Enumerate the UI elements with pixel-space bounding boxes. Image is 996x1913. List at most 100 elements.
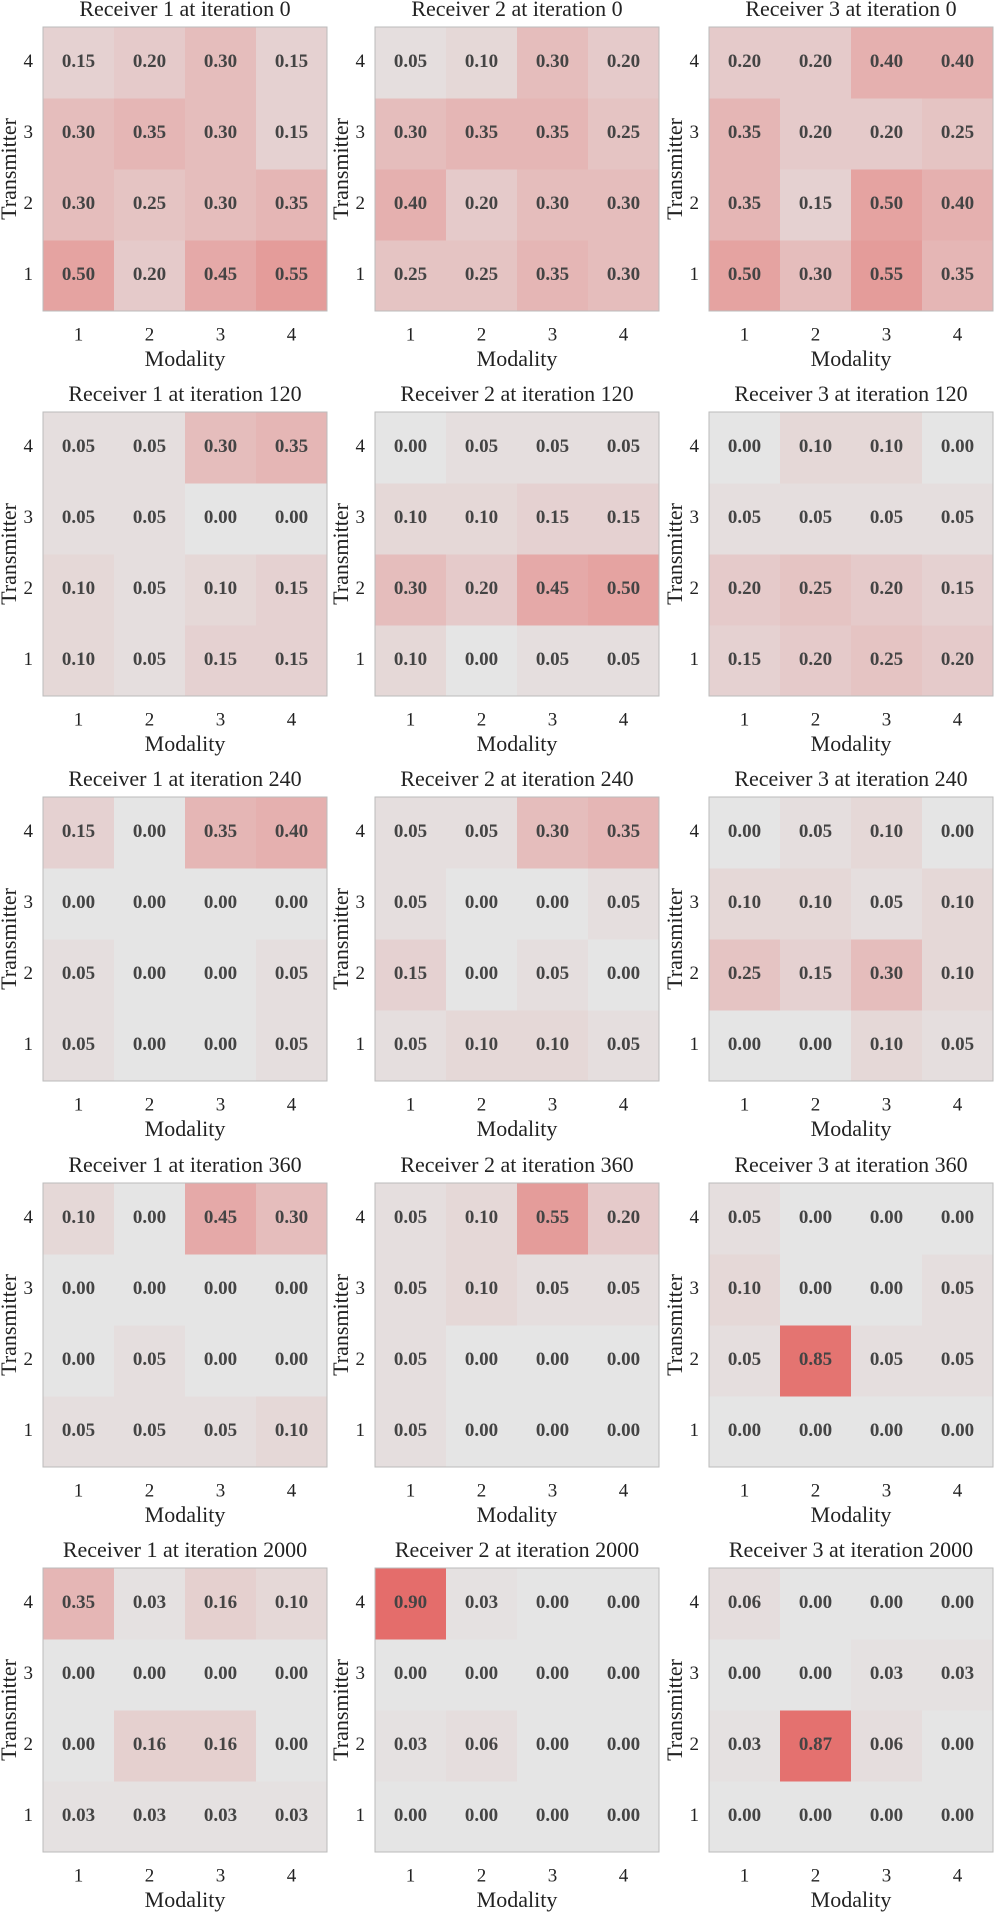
heat-cell: [780, 1781, 852, 1853]
cell-label: 0.16: [204, 1734, 237, 1755]
cell-label: 0.03: [941, 1663, 974, 1684]
heat-cell: [517, 1010, 589, 1082]
cell-label: 0.00: [275, 1734, 308, 1755]
cell-label: 0.05: [728, 1207, 761, 1228]
heat-cell: [185, 625, 257, 697]
x-tick-label: 4: [287, 1865, 297, 1886]
cell-label: 0.00: [799, 1592, 832, 1613]
cell-label: 0.00: [607, 963, 640, 984]
cell-label: 0.00: [62, 892, 95, 913]
x-tick-label: 3: [882, 1865, 892, 1886]
cell-label: 0.00: [62, 1349, 95, 1370]
x-tick-label: 3: [216, 709, 226, 730]
heat-cell: [256, 1639, 328, 1711]
heat-cell: [114, 1639, 186, 1711]
heat-cell: [709, 27, 781, 99]
x-axis-label: Modality: [145, 1502, 226, 1527]
x-tick-label: 1: [74, 1094, 84, 1115]
cell-label: 0.00: [728, 821, 761, 842]
y-axis-label: Transmitter: [0, 1658, 21, 1761]
heat-cell: [375, 27, 447, 99]
cell-label: 0.10: [275, 1592, 308, 1613]
heat-cell: [375, 1568, 447, 1640]
heat-cell: [446, 1639, 518, 1711]
heat-cell: [256, 1325, 328, 1397]
heat-cell: [185, 1183, 257, 1255]
heat-cell: [43, 1183, 115, 1255]
x-tick-label: 3: [548, 324, 558, 345]
heat-cell: [517, 1639, 589, 1711]
y-tick-label: 4: [24, 1207, 34, 1228]
heat-cell: [114, 625, 186, 697]
y-tick-label: 4: [24, 51, 34, 72]
cell-label: 0.50: [870, 193, 903, 214]
cell-label: 0.05: [941, 507, 974, 528]
x-axis-label: Modality: [811, 1116, 892, 1141]
cell-label: 0.15: [799, 193, 832, 214]
y-tick-label: 2: [356, 1734, 366, 1755]
y-axis-label: Transmitter: [662, 502, 687, 605]
x-tick-label: 4: [287, 324, 297, 345]
heat-cell: [851, 27, 923, 99]
heat-cell: [114, 797, 186, 869]
heat-cell: [588, 554, 660, 626]
y-tick-label: 4: [690, 436, 700, 457]
y-tick-label: 1: [356, 1420, 366, 1441]
cell-label: 0.00: [133, 892, 166, 913]
heat-cell: [375, 1781, 447, 1853]
heat-cell: [256, 169, 328, 241]
heat-cell: [256, 939, 328, 1011]
cell-label: 0.00: [728, 1805, 761, 1826]
cell-label: 0.00: [465, 1805, 498, 1826]
cell-label: 0.00: [275, 892, 308, 913]
cell-label: 0.06: [870, 1734, 903, 1755]
cell-label: 0.00: [536, 892, 569, 913]
heat-cell: [709, 797, 781, 869]
heat-cell: [517, 1710, 589, 1782]
heat-cell: [43, 554, 115, 626]
y-axis-label: Transmitter: [328, 502, 353, 605]
x-tick-label: 2: [145, 324, 155, 345]
cell-label: 0.05: [607, 892, 640, 913]
cell-label: 0.15: [536, 507, 569, 528]
x-tick-label: 1: [740, 709, 750, 730]
cell-label: 0.45: [204, 264, 237, 285]
plot-frame: [42, 1182, 328, 1468]
heat-cell: [922, 625, 994, 697]
cell-label: 0.20: [607, 1207, 640, 1228]
heat-cell: [709, 1710, 781, 1782]
cell-label: 0.20: [799, 51, 832, 72]
cell-label: 0.05: [133, 436, 166, 457]
cell-label: 0.30: [204, 193, 237, 214]
heat-cell: [446, 868, 518, 940]
y-tick-label: 3: [24, 1663, 34, 1684]
cell-label: 0.15: [607, 507, 640, 528]
panel-title: Receiver 1 at iteration 240: [68, 766, 301, 791]
heat-cell: [375, 483, 447, 555]
heat-cell: [922, 1254, 994, 1326]
cell-label: 0.20: [799, 649, 832, 670]
cell-label: 0.90: [394, 1592, 427, 1613]
plot-frame: [374, 1182, 660, 1468]
heat-cell: [922, 1325, 994, 1397]
heat-cell: [375, 554, 447, 626]
heat-cell: [114, 939, 186, 1011]
heat-cell: [588, 412, 660, 484]
heat-cell: [114, 868, 186, 940]
heat-cell: [851, 797, 923, 869]
x-tick-label: 3: [882, 1480, 892, 1501]
cell-label: 0.03: [133, 1805, 166, 1826]
y-tick-label: 2: [690, 963, 700, 984]
heat-cell: [588, 27, 660, 99]
heat-cell: [256, 412, 328, 484]
heat-cell: [922, 1639, 994, 1711]
heat-cell: [922, 412, 994, 484]
cell-label: 0.10: [728, 1278, 761, 1299]
heat-cell: [588, 1254, 660, 1326]
cell-label: 0.25: [133, 193, 166, 214]
x-tick-label: 2: [145, 1865, 155, 1886]
heat-cell: [588, 625, 660, 697]
x-tick-label: 4: [953, 324, 963, 345]
x-tick-label: 4: [619, 709, 629, 730]
